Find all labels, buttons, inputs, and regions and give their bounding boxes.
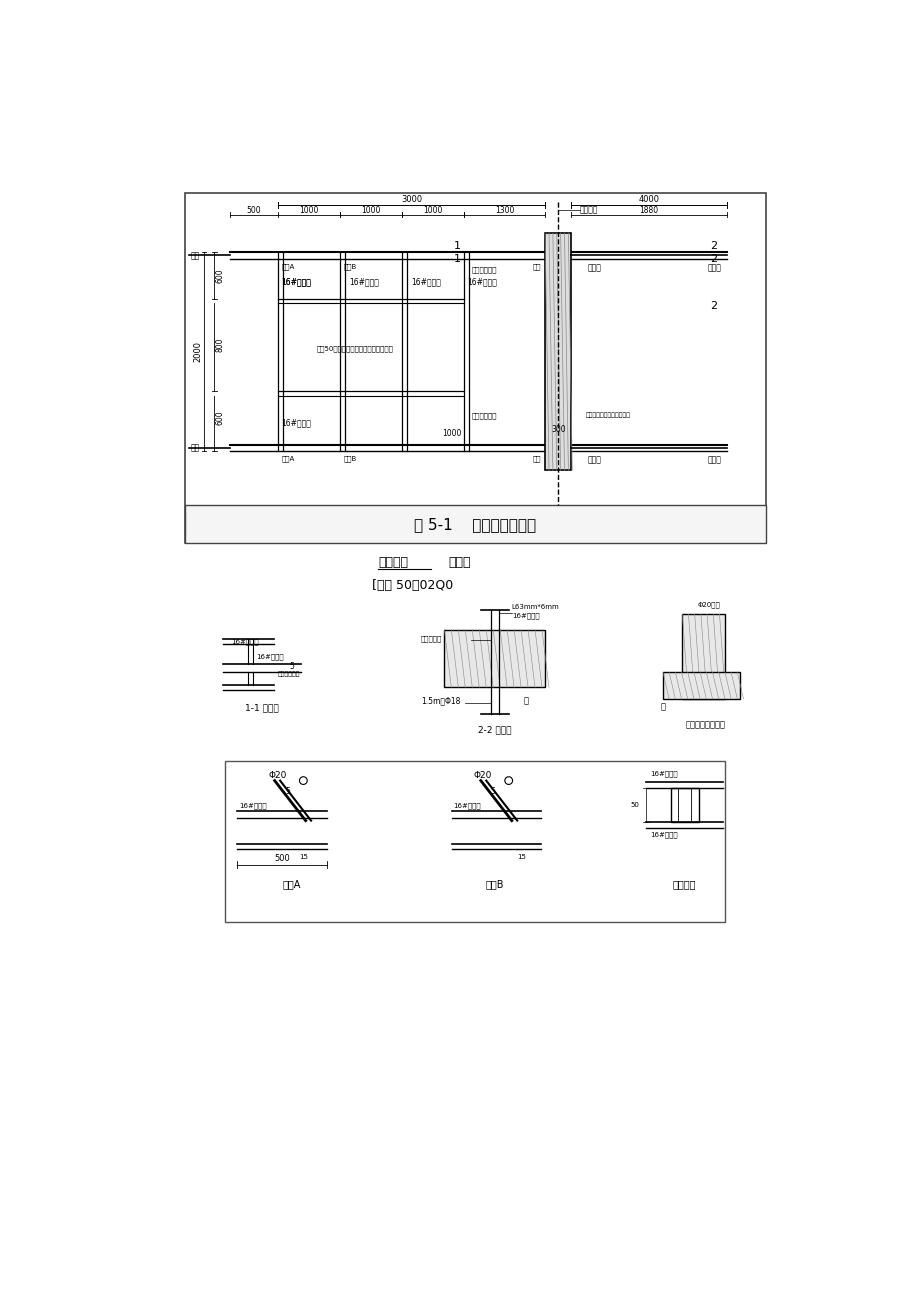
Text: 16#工字钢: 16#工字钢 [511, 613, 539, 619]
Text: 1-1 剖面图: 1-1 剖面图 [245, 704, 278, 713]
Text: 间距（满铺）: 间距（满铺） [278, 671, 300, 677]
Text: 15: 15 [299, 853, 308, 860]
Text: 满铺50厚脚手板（用铁丝与次梁捆绑）: 满铺50厚脚手板（用铁丝与次梁捆绑） [316, 345, 393, 353]
Bar [185, 505, 766, 544]
Text: 2: 2 [709, 254, 716, 264]
Text: 结构边线: 结构边线 [579, 206, 598, 215]
Text: 1: 1 [454, 241, 460, 251]
Text: 4000: 4000 [638, 195, 659, 204]
Text: 16#工字钢: 16#工字钢 [348, 277, 379, 286]
Text: 50: 50 [630, 801, 639, 808]
Text: 2: 2 [709, 302, 716, 311]
Text: 节点A: 节点A [281, 263, 295, 269]
Text: 抱箍: 抱箍 [532, 263, 540, 269]
Bar [682, 614, 724, 699]
Text: 窗木横置顶: 窗木横置顶 [421, 636, 442, 643]
Text: 1.5m长Φ18: 1.5m长Φ18 [421, 697, 460, 705]
Text: 地锚环: 地锚环 [707, 263, 720, 272]
Text: Φ20钢筋: Φ20钢筋 [697, 602, 720, 609]
Text: 外窗内横主杆: 外窗内横主杆 [471, 265, 496, 273]
Text: 600: 600 [216, 411, 224, 425]
Bar [185, 193, 766, 544]
Text: 3000: 3000 [401, 195, 422, 204]
Text: 15: 15 [516, 853, 526, 860]
Text: Φ20: Φ20 [473, 771, 492, 781]
Text: 16#工字钢: 16#工字钢 [281, 277, 312, 286]
Text: 支脚节点: 支脚节点 [672, 878, 696, 889]
Text: 500: 500 [274, 853, 289, 863]
Text: 节点A: 节点A [282, 878, 301, 889]
Bar [545, 233, 570, 470]
Text: 小全弯: 小全弯 [448, 557, 471, 569]
Text: 节点B: 节点B [344, 263, 357, 269]
Text: 16#工字钢: 16#工字钢 [255, 653, 283, 660]
Bar [225, 761, 724, 922]
Text: 16#工字钢: 16#工字钢 [231, 637, 258, 644]
Text: 1000: 1000 [423, 206, 442, 215]
Text: 1880: 1880 [639, 206, 658, 215]
Text: 节点B: 节点B [344, 455, 357, 462]
Text: 1000: 1000 [442, 429, 461, 438]
Text: 地锚环: 地锚环 [587, 455, 601, 464]
Text: 墙: 墙 [523, 697, 528, 705]
Text: 16#工字钢: 16#工字钢 [411, 277, 440, 286]
Text: Φ20: Φ20 [268, 771, 287, 781]
Text: 与楼板框架结构构件连固处: 与楼板框架结构构件连固处 [585, 412, 630, 419]
Text: 5: 5 [289, 662, 294, 671]
Text: 钢管: 钢管 [191, 444, 200, 453]
Text: 1000: 1000 [299, 206, 318, 215]
Text: 2: 2 [709, 241, 716, 251]
Text: 2-2 剖面图: 2-2 剖面图 [478, 725, 511, 734]
Text: 节点A: 节点A [281, 455, 295, 462]
Text: 1300: 1300 [494, 206, 514, 215]
Text: 16#工字钢: 16#工字钢 [281, 277, 312, 286]
Text: 5: 5 [285, 787, 290, 796]
Text: 16#工字钢: 16#工字钢 [239, 801, 267, 808]
Bar [663, 673, 740, 699]
Text: 外窗备说宽度: 外窗备说宽度 [471, 412, 496, 419]
Bar [444, 630, 545, 687]
Text: 钢丝绳夹: 钢丝绳夹 [378, 557, 408, 569]
Text: 500: 500 [246, 206, 261, 215]
Text: 300: 300 [551, 425, 566, 435]
Text: 地锚环: 地锚环 [707, 455, 720, 464]
Text: 16#工字钢: 16#工字钢 [649, 770, 676, 777]
Text: 800: 800 [216, 337, 224, 353]
Text: 16#工字钢: 16#工字钢 [281, 419, 312, 428]
Text: 16#工字钢: 16#工字钢 [649, 831, 676, 838]
Text: 16#工字钢: 16#工字钢 [453, 801, 481, 808]
Text: 墙: 墙 [660, 703, 664, 712]
Text: 地锚环: 地锚环 [587, 263, 601, 272]
Text: 钢管: 钢管 [191, 251, 200, 260]
Text: L63mm*6mm: L63mm*6mm [511, 604, 559, 610]
Text: 上据拉环竖墙剖面: 上据拉环竖墙剖面 [685, 719, 725, 729]
Text: 节点B: 节点B [485, 878, 504, 889]
Text: 600: 600 [216, 268, 224, 282]
Bar [670, 787, 698, 822]
Text: 抱箍: 抱箍 [532, 455, 540, 462]
Text: 1000: 1000 [360, 206, 380, 215]
Text: 16#工字钢: 16#工字钢 [467, 277, 497, 286]
Text: [川川 50。02Q0: [川川 50。02Q0 [372, 579, 453, 592]
Text: 1: 1 [454, 254, 460, 264]
Text: 5: 5 [490, 787, 495, 796]
Text: 图 5-1    卸料平台平面图: 图 5-1 卸料平台平面图 [414, 516, 536, 532]
Text: 2000: 2000 [193, 341, 202, 362]
